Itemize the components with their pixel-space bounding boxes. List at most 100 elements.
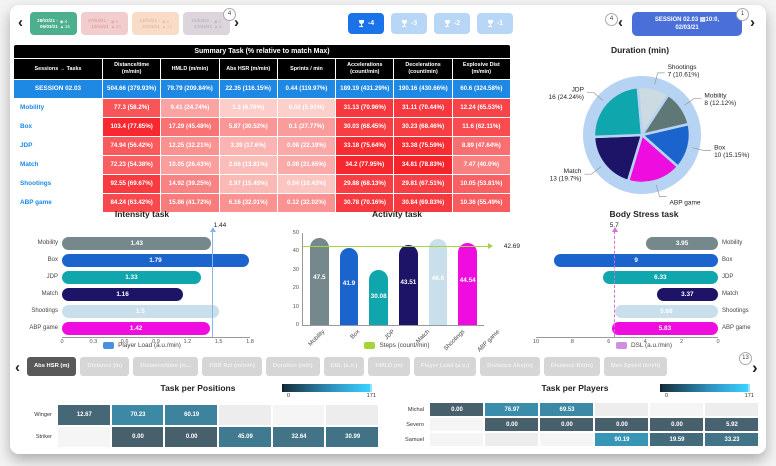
- pie-slice-abp-game[interactable]: [626, 132, 680, 185]
- intensity-bar: 1.42: [62, 322, 211, 335]
- heat-cell: 69.53: [540, 403, 593, 416]
- body-stress-bar: 3.95: [646, 237, 718, 250]
- pie-slice-jdp[interactable]: [592, 85, 644, 139]
- ball-icon: ◉:: [110, 18, 116, 24]
- date-next-chevron-icon[interactable]: ›: [234, 14, 239, 31]
- pie-label-leader: [587, 92, 604, 101]
- session-prev-chevron-icon[interactable]: ‹: [618, 14, 623, 31]
- tab-max-speed-km-h-[interactable]: Max Speed (km/h): [603, 357, 668, 376]
- intensity-bar: 1.79: [62, 254, 249, 267]
- date-range-pill[interactable]: 07/03/21 -13/03/21 ◉:4 ▲:20: [81, 12, 128, 35]
- x-tick-label: 1.2: [183, 339, 192, 345]
- trophy-filter-buttons: -4 -3 -2 -1: [348, 13, 513, 34]
- session-row-cell: 79.79 (209.84%): [161, 80, 219, 98]
- trophy-button[interactable]: -2: [434, 13, 470, 34]
- task-value-cell: 2.97 (15.45%): [219, 175, 277, 193]
- task-row-label[interactable]: Box: [14, 118, 102, 136]
- activity-ref-arrow-icon: [488, 243, 493, 250]
- tabs-next-chevron-icon[interactable]: ›: [752, 358, 758, 377]
- date-range-stats: ◉:4 ▲:15: [59, 18, 70, 29]
- session-title: SESSION 02.03 ▤10:0,: [654, 17, 720, 23]
- positions-scale-min: 0: [286, 393, 290, 399]
- tab-abs-hsr-m-[interactable]: Abs HSR (m): [27, 357, 77, 376]
- date-range-stats: ◉:5 ▲:12: [161, 18, 172, 29]
- trophy-icon: [358, 19, 365, 28]
- intensity-ref-line: [210, 227, 217, 337]
- task-row-label[interactable]: Shootings: [14, 175, 102, 193]
- session-next-chevron-icon[interactable]: ›: [750, 14, 755, 31]
- body-stress-legend[interactable]: DSL (a.u./min): [522, 342, 766, 349]
- trophy-button[interactable]: -3: [391, 13, 427, 34]
- activity-bar: 47.5: [310, 237, 329, 325]
- heat-cell: [430, 418, 483, 431]
- activity-bar: 30.08: [369, 269, 389, 325]
- ball-icon: ◉:: [59, 18, 65, 24]
- pie-slice-label: Mobility 8 (12.12%): [704, 92, 736, 107]
- tab-distance-re-m-[interactable]: Distance Re(m): [543, 357, 600, 376]
- player-load-legend-swatch: [103, 342, 115, 349]
- tabs-prev-chevron-icon[interactable]: ‹: [15, 359, 20, 376]
- trophy-button[interactable]: -1: [477, 13, 513, 34]
- activity-ref-line: 42.69: [303, 243, 520, 250]
- tab-dsl-a-u-[interactable]: DSL (a.u.): [323, 357, 365, 376]
- task-value-cell: 10.36 (55.49%): [452, 194, 510, 212]
- summary-table-grid: Sessions → Tasks Distance/time (m/min) HML…: [14, 59, 510, 212]
- activity-bar: 41.9: [339, 247, 359, 325]
- session-selector[interactable]: SESSION 02.03 ▤10:0, 02/03/21: [632, 12, 742, 36]
- task-value-cell: 6.16 (32.01%): [219, 194, 277, 212]
- activity-ref-label: 42.69: [503, 243, 520, 251]
- metric-tabs: Abs HSR (m) Distance (m) Distance/time (m.…: [27, 357, 740, 376]
- task-value-cell: 30.84 (69.83%): [394, 194, 452, 212]
- task-value-cell: 0.1 (27.77%): [277, 118, 336, 136]
- body-stress-title: Body Stress task: [609, 209, 679, 219]
- heat-cell: [430, 433, 483, 446]
- task-value-cell: 12.24 (65.53%): [452, 99, 510, 117]
- pie-slice-label: Box 10 (15.15%): [714, 145, 749, 160]
- trophy-button-label: -4: [367, 20, 375, 27]
- task-row-label[interactable]: Mobility: [14, 99, 102, 117]
- task-row-label[interactable]: ABP game: [14, 194, 102, 212]
- date-range-pill[interactable]: 14/03/21 -20/03/21 ◉:5 ▲:12: [132, 12, 179, 35]
- intensity-legend[interactable]: Player Load (a.u./min): [16, 342, 268, 349]
- category-label: Shootings: [31, 308, 58, 314]
- steps-legend-swatch: [364, 342, 376, 349]
- x-tick-label: 0.9: [152, 339, 160, 345]
- y-tick-label: 30: [292, 266, 299, 273]
- activity-plot: 0 10 20 30 40 50 47.5 Mobility 41.9 Box 30.08 JDP 43…: [293, 230, 520, 353]
- task-value-cell: 0.04 (10.43%): [277, 175, 336, 193]
- task-row-label[interactable]: Match: [14, 156, 102, 174]
- trophy-button-label: -2: [453, 20, 461, 27]
- activity-bar: 44.54: [458, 243, 478, 325]
- date-range-pill[interactable]: 28/02/21 -06/03/21 ◉:4 ▲:15: [30, 12, 77, 35]
- players-title: Task per Players: [541, 383, 609, 393]
- task-row-label[interactable]: JDP: [14, 137, 102, 155]
- cone-icon: ▲:: [161, 23, 168, 29]
- tab-distance-abs-m-[interactable]: Distance Abs(m): [480, 357, 540, 376]
- tab-distance-time-m-[interactable]: Distance/time (m...: [133, 357, 199, 376]
- category-label: JDP: [46, 274, 58, 280]
- heat-cell: 76.97: [485, 403, 538, 416]
- heat-row-label: Winger: [34, 412, 52, 418]
- activity-legend[interactable]: Steps (count/min): [276, 342, 518, 349]
- heat-cell: 0.00: [595, 418, 648, 431]
- tab-hmld-m-[interactable]: HMLD (m): [368, 357, 410, 376]
- trophy-button[interactable]: -4: [348, 13, 384, 34]
- tab-hsr-rel-m-min-[interactable]: HSR Rel (m/min): [202, 357, 262, 376]
- task-value-cell: 12.25 (32.21%): [161, 137, 219, 155]
- heat-row-label: Samuel: [405, 436, 424, 443]
- tab-distance-m-[interactable]: Distance (m): [80, 357, 130, 376]
- task-value-cell: 34.2 (77.95%): [336, 156, 394, 174]
- positions-color-scale: [282, 384, 372, 392]
- body-stress-bar: 9: [554, 254, 718, 267]
- table-column-header: Abs HSR (m/min): [219, 59, 277, 79]
- pie-slice-match[interactable]: [592, 133, 644, 183]
- body-stress-ref-line: [612, 227, 619, 337]
- heat-cell: 70.23: [111, 405, 164, 425]
- tab-player-load-a-u-[interactable]: Player Load (a.u.): [413, 357, 477, 376]
- y-tick-label: 10: [292, 303, 299, 310]
- date-range-pill[interactable]: 21/03/21 -27/03/21 ◉:1 ▲:8: [183, 12, 230, 35]
- date-prev-chevron-icon[interactable]: ‹: [18, 14, 23, 31]
- tab-duration-min-[interactable]: Duration (min): [265, 357, 320, 376]
- task-value-cell: 34.81 (78.83%): [394, 156, 452, 174]
- trophy-button-label: -1: [496, 20, 504, 27]
